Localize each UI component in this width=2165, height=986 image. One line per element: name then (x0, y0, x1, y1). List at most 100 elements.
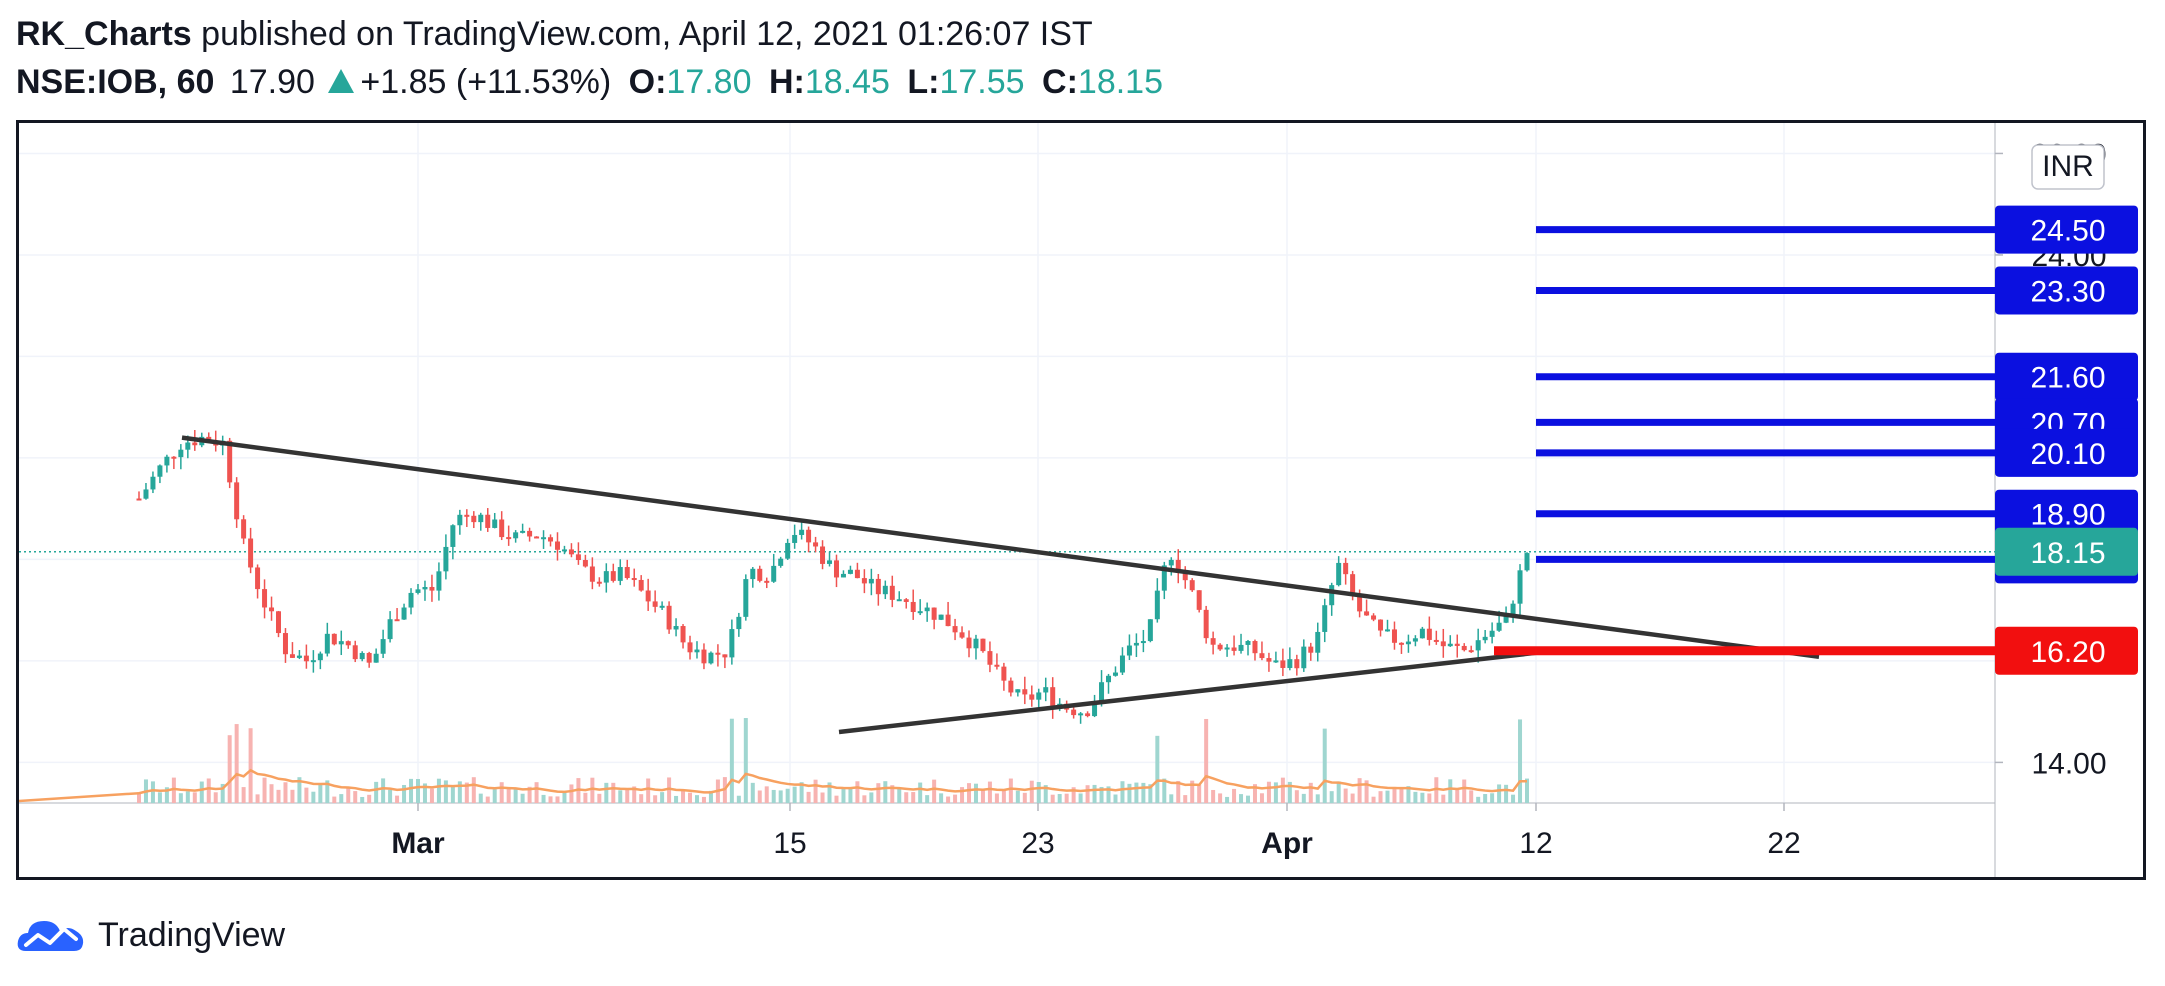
volume-bar (820, 792, 825, 803)
candle-body (1294, 659, 1300, 669)
candle-body (1329, 585, 1335, 606)
volume-bar (1106, 786, 1111, 803)
support-level-badge (1995, 626, 2138, 675)
volume-bar (1099, 786, 1104, 803)
volume-bar (953, 794, 958, 803)
candle-body (833, 560, 839, 578)
candle-body (708, 652, 714, 664)
volume-bar (883, 781, 888, 803)
volume-bar (290, 789, 295, 803)
volume-bar (1469, 790, 1474, 803)
volume-bar (436, 778, 441, 803)
volume-bar (750, 782, 755, 803)
volume-bar (388, 789, 393, 803)
currency-box[interactable] (2031, 144, 2105, 190)
candle-body (1301, 646, 1307, 669)
volume-bar (471, 777, 476, 803)
candle-body (262, 589, 268, 608)
volume-bar (980, 790, 985, 803)
time-tick-label: 15 (773, 827, 806, 860)
volume-bar (1350, 793, 1355, 803)
candle-body (457, 514, 463, 526)
candle-body (1168, 559, 1174, 566)
volume-bar (1399, 787, 1404, 803)
volume-bar (890, 785, 895, 803)
volume-bar (1176, 780, 1181, 803)
candle-body (1489, 630, 1495, 637)
time-tick-label: 23 (1021, 827, 1054, 860)
candle-body (1071, 709, 1077, 716)
candle-body (366, 652, 372, 663)
volume-bar (1239, 794, 1244, 803)
volume-bar (625, 789, 630, 803)
volume-bar (1162, 778, 1167, 803)
volume-bar (1476, 796, 1481, 803)
candle-body (994, 664, 1000, 667)
volume-bar (813, 779, 818, 803)
candle-body (464, 514, 470, 517)
lower-trendline[interactable] (838, 648, 1555, 735)
volume-bar (1266, 781, 1271, 803)
volume-bar (646, 778, 651, 803)
candle-body (499, 519, 505, 538)
volume-bar (932, 779, 937, 803)
upper-trendline[interactable] (181, 435, 1820, 659)
volume-bar (569, 784, 574, 803)
volume-bar (1134, 782, 1139, 803)
candle-body (938, 614, 944, 620)
candle-body (352, 645, 358, 660)
candle-body (896, 599, 902, 602)
candle-body (387, 619, 393, 640)
candle-body (1203, 609, 1209, 639)
candle-body (924, 607, 930, 612)
candle-body (1154, 590, 1160, 620)
candle-body (485, 514, 491, 528)
candle-body (603, 571, 609, 583)
volume-bar (778, 790, 783, 803)
resistance-level-badge (1995, 205, 2138, 254)
candle-body (1001, 666, 1007, 681)
time-tick-label: Apr (1261, 827, 1313, 860)
candle-body (1210, 638, 1216, 645)
tradingview-logo[interactable]: TradingView (16, 910, 285, 960)
volume-bar (674, 795, 679, 803)
volume-bar (213, 792, 218, 803)
open-value: 17.80 (666, 63, 752, 101)
low-value: 17.55 (939, 63, 1025, 101)
volume-bar (311, 791, 316, 803)
volume-bar (939, 793, 944, 803)
volume-bar (1015, 790, 1020, 803)
volume-bar (450, 785, 455, 803)
candle-body (450, 525, 456, 547)
candlesticks (136, 429, 1530, 724)
volume-bar (660, 792, 665, 803)
candle-body (1454, 643, 1460, 646)
candle-body (1447, 643, 1453, 647)
volume-bar (1413, 791, 1418, 803)
volume-bar (729, 718, 734, 803)
volume-bar (464, 782, 469, 803)
volume-bar (429, 788, 434, 803)
volume-bar (248, 728, 253, 803)
candle-body (1343, 562, 1349, 575)
author-name[interactable]: RK_Charts (16, 15, 192, 53)
volume-bar (1448, 779, 1453, 803)
candle-body (1022, 689, 1028, 695)
volume-bar (1113, 794, 1118, 803)
candle-body (785, 542, 791, 559)
publish-text: published on TradingView.com, April 12, … (201, 15, 1093, 53)
volume-bar (806, 791, 811, 803)
candle-body (673, 626, 679, 630)
candle-body (1050, 687, 1056, 707)
candle-body (310, 660, 316, 663)
candle-body (436, 571, 442, 591)
time-tick-label: Mar (391, 827, 445, 860)
volume-bar (904, 792, 909, 803)
volume-bar (422, 783, 427, 803)
candle-body (987, 651, 993, 665)
candle-body (178, 449, 184, 458)
grid-lines (19, 123, 1995, 803)
candle-body (185, 442, 191, 450)
volume-bar (206, 778, 211, 803)
